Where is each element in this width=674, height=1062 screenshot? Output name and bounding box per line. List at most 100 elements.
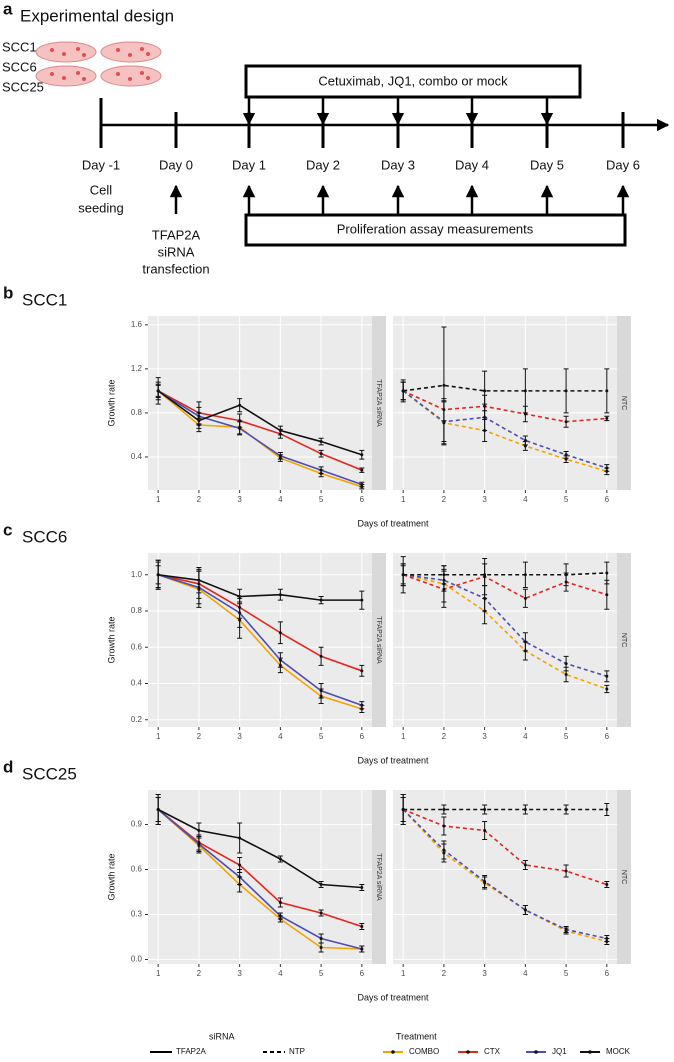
x-tick-label: 4	[523, 732, 528, 741]
y-tick-label: 0.2	[131, 715, 143, 724]
x-tick-label: 3	[482, 969, 487, 978]
day-label: Day 4	[455, 157, 489, 172]
series-line	[157, 573, 363, 707]
x-tick-label: 5	[319, 732, 324, 741]
point	[605, 687, 609, 691]
day-label: Day 0	[159, 157, 193, 172]
point	[523, 640, 527, 644]
measurement-box	[244, 213, 627, 247]
transfection-label: transfection	[142, 261, 209, 276]
y-axis-label: Growth rate	[106, 616, 116, 663]
x-tick-label: 2	[197, 969, 202, 978]
series-line	[157, 390, 363, 471]
series-line	[402, 573, 608, 600]
series-line	[402, 808, 608, 886]
series-line	[157, 573, 363, 710]
day-label: Day 3	[381, 157, 415, 172]
x-tick-label: 4	[278, 495, 283, 504]
point	[319, 468, 323, 472]
y-tick-label: 0.6	[131, 642, 143, 651]
y-tick-label: 0.9	[131, 820, 143, 829]
seeding-label: seeding	[78, 200, 124, 215]
point	[483, 829, 487, 832]
x-tick-label: 3	[237, 495, 242, 504]
facet-label: NTC	[620, 396, 627, 410]
panel-label: a	[3, 0, 13, 18]
series-line	[403, 572, 607, 576]
point	[523, 908, 527, 912]
point	[605, 883, 609, 886]
point	[319, 440, 323, 444]
point	[564, 573, 568, 577]
panel-label: b	[3, 283, 13, 302]
point	[605, 571, 609, 575]
facet-strip	[372, 316, 386, 490]
point	[483, 389, 487, 393]
plot-background	[393, 553, 617, 727]
point	[483, 573, 487, 577]
y-axis-label: Growth rate	[106, 853, 116, 900]
point	[605, 416, 609, 420]
point	[319, 452, 323, 456]
x-tick-label: 1	[401, 969, 406, 978]
point	[523, 596, 527, 600]
cell-line: SCC6	[2, 59, 37, 74]
series-line	[157, 808, 363, 950]
point	[319, 946, 323, 949]
day-label: Day 6	[606, 157, 640, 172]
x-tick-label: 2	[442, 969, 447, 978]
point	[523, 863, 527, 867]
cell-line: SCC1	[2, 39, 37, 54]
x-tick-label: 5	[564, 969, 569, 978]
y-tick-label: 0.4	[131, 452, 143, 461]
x-tick-label: 3	[237, 969, 242, 978]
facet-strip	[372, 553, 386, 727]
facet-label: NTC	[620, 870, 627, 884]
point	[564, 662, 568, 666]
x-tick-label: 4	[278, 969, 283, 978]
treatment-arrows	[242, 97, 554, 126]
measurement-arrows	[169, 184, 630, 214]
day-label: Day 5	[530, 157, 564, 172]
transfection-label: siRNA	[158, 244, 195, 259]
design-title: Experimental design	[20, 6, 174, 25]
series-line	[403, 573, 608, 690]
x-tick-label: 6	[360, 732, 365, 741]
point	[278, 593, 282, 597]
series-line	[158, 573, 363, 672]
point	[564, 453, 568, 457]
x-tick-label: 2	[197, 732, 202, 741]
point	[483, 808, 487, 811]
point	[442, 808, 446, 811]
point	[156, 808, 160, 811]
legend-key-point	[391, 1050, 395, 1054]
y-tick-label: 0.0	[131, 955, 143, 964]
plot-background	[148, 316, 372, 490]
legend-key-point	[534, 1050, 538, 1054]
seeding-label: Cell	[90, 182, 113, 197]
chart-title: SCC6	[22, 527, 67, 546]
point	[278, 658, 282, 662]
petri-dishes	[35, 41, 162, 87]
facet-strip	[372, 790, 386, 964]
x-tick-label: 3	[482, 495, 487, 504]
point	[156, 573, 160, 577]
point	[442, 383, 446, 387]
point	[360, 598, 364, 602]
point	[564, 672, 568, 676]
series-line	[403, 573, 608, 678]
point	[238, 595, 242, 598]
point	[197, 578, 201, 582]
x-tick-label: 4	[523, 969, 528, 978]
point	[523, 438, 527, 442]
point	[197, 829, 201, 832]
point	[278, 857, 282, 861]
x-tick-label: 5	[319, 969, 324, 978]
series-line	[157, 808, 362, 889]
x-tick-label: 3	[482, 732, 487, 741]
series-line	[157, 390, 363, 486]
day-label: Day 1	[232, 157, 266, 172]
legend-label: MOCK	[606, 1047, 631, 1056]
y-tick-label: 0.4	[131, 679, 143, 688]
